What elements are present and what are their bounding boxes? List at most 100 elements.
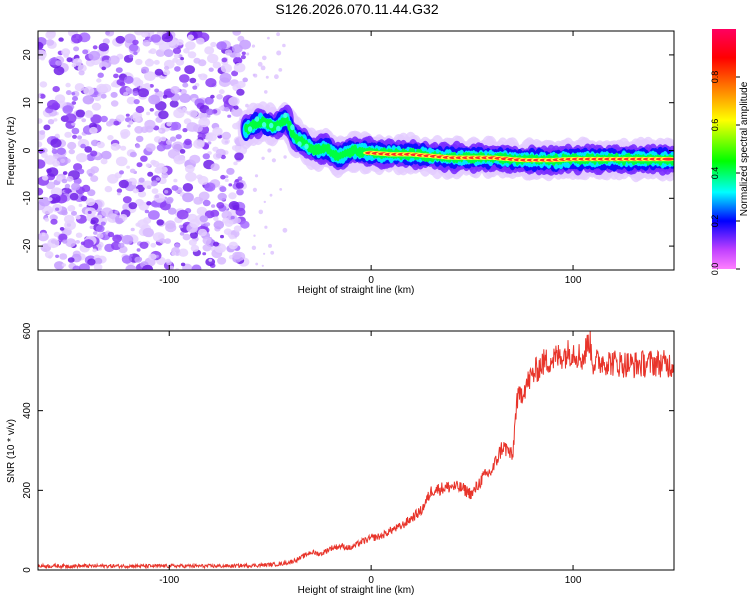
x-tick-label: 0 <box>368 275 374 286</box>
noise-blob <box>199 215 209 223</box>
noise-blob <box>178 248 189 257</box>
noise-blob <box>182 192 194 203</box>
noise-blob <box>96 233 104 239</box>
noise-blob <box>56 175 63 182</box>
noise-blob <box>52 160 60 167</box>
noise-blob <box>66 57 73 63</box>
noise-blob <box>131 181 137 186</box>
noise-blob <box>72 134 77 139</box>
noise-blob <box>132 115 141 123</box>
noise-blob <box>61 210 68 216</box>
noise-blob <box>118 242 125 248</box>
snr-y-ticks: 0 200 400 600 <box>22 322 674 573</box>
noise-blob <box>212 61 221 69</box>
noise-blob <box>71 33 83 44</box>
noise-blob <box>114 210 119 214</box>
noise-blob <box>38 118 43 124</box>
noise-blob <box>165 220 176 230</box>
noise-blob <box>81 118 87 123</box>
noise-blob <box>182 233 191 241</box>
noise-blob <box>39 81 48 88</box>
noise-blob <box>153 59 160 65</box>
noise-blob <box>144 58 155 67</box>
noise-blob <box>179 149 186 154</box>
noise-blob <box>171 141 184 152</box>
noise-blob <box>50 218 58 225</box>
noise-blob <box>241 51 246 56</box>
noise-blob <box>142 180 153 189</box>
noise-blob <box>120 145 127 151</box>
noise-blob <box>261 264 264 267</box>
ridge-core <box>662 157 674 161</box>
noise-blob <box>148 94 161 105</box>
noise-blob <box>240 55 246 60</box>
noise-blob <box>169 136 177 142</box>
noise-blob <box>234 179 240 183</box>
noise-blob <box>113 120 120 126</box>
ridge-core <box>254 116 260 122</box>
noise-blob <box>158 129 163 133</box>
noise-blob <box>101 207 113 217</box>
noise-blob <box>62 239 68 244</box>
noise-blob <box>146 111 151 116</box>
noise-blob <box>228 241 238 250</box>
noise-blob <box>71 127 80 135</box>
x-tick-label: 100 <box>565 575 582 586</box>
noise-blob <box>268 243 272 248</box>
noise-blob <box>246 52 250 56</box>
noise-blob <box>193 139 205 149</box>
noise-blob <box>263 252 266 255</box>
noise-blob <box>271 158 276 163</box>
noise-blob <box>84 146 93 153</box>
noise-blob <box>172 57 179 63</box>
noise-blob <box>182 183 194 192</box>
noise-blob <box>107 135 114 141</box>
noise-blob <box>174 243 181 249</box>
noise-blob <box>216 94 223 100</box>
noise-blob <box>64 189 69 194</box>
noise-blob <box>50 138 62 148</box>
snr-x-label: Height of straight line (km) <box>298 585 415 596</box>
noise-blob <box>42 175 49 181</box>
noise-blob <box>189 218 200 228</box>
noise-blob <box>144 71 156 81</box>
noise-blob <box>38 41 44 50</box>
noise-blob <box>239 39 252 50</box>
noise-blob <box>145 163 151 168</box>
noise-blob <box>44 217 50 222</box>
noise-blob <box>123 92 129 97</box>
noise-blob <box>236 88 245 96</box>
noise-blob <box>130 227 135 232</box>
noise-blob <box>136 248 141 252</box>
noise-blob <box>180 88 187 95</box>
noise-blob <box>197 175 209 185</box>
snr-series-line <box>38 331 674 570</box>
noise-blob <box>196 37 205 45</box>
noise-blob <box>61 263 67 267</box>
snr-y-label: SNR (10 * v/v) <box>6 419 17 483</box>
spectrogram-y-label: Frequency (Hz) <box>6 117 17 186</box>
noise-blob <box>189 231 198 239</box>
noise-blob <box>110 82 118 88</box>
noise-blob <box>242 77 248 83</box>
noise-blob <box>101 66 106 71</box>
noise-blob <box>161 32 173 43</box>
noise-blob <box>100 158 108 165</box>
noise-blob <box>159 238 166 244</box>
y-tick-label: 20 <box>22 49 33 61</box>
noise-blob <box>212 127 223 136</box>
noise-blob <box>90 175 99 183</box>
noise-blob <box>142 227 154 238</box>
noise-blob <box>207 141 212 145</box>
x-tick-label: -100 <box>159 275 179 286</box>
noise-blob <box>211 204 216 208</box>
noise-blob <box>205 222 211 227</box>
noise-blob <box>150 34 161 43</box>
noise-blob <box>185 41 196 50</box>
noise-blob <box>93 231 98 235</box>
noise-blob <box>133 99 140 105</box>
noise-blob <box>147 171 154 177</box>
noise-blob <box>117 192 121 196</box>
noise-blob <box>52 86 60 93</box>
noise-blob <box>180 262 186 267</box>
